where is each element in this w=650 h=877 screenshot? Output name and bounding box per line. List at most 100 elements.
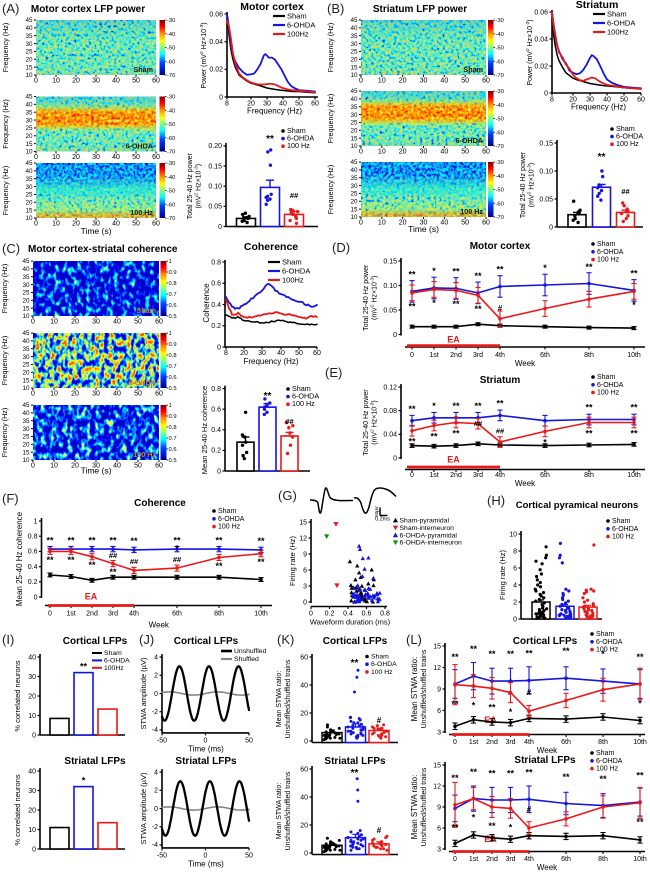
svg-text:20: 20 — [25, 56, 33, 63]
svg-text:6-OHDA: 6-OHDA — [596, 758, 623, 765]
svg-text:6-OHDA: 6-OHDA — [455, 136, 483, 145]
svg-text:60: 60 — [152, 221, 160, 228]
svg-text:**: ** — [109, 567, 117, 577]
svg-text:20: 20 — [399, 149, 407, 156]
svg-text:0: 0 — [410, 472, 414, 479]
svg-text:10: 10 — [52, 78, 60, 85]
svg-text:1st: 1st — [469, 856, 478, 863]
svg-text:Frequency (Hz): Frequency (Hz) — [247, 107, 302, 116]
svg-text:6-OHDA: 6-OHDA — [287, 21, 315, 30]
svg-text:-40: -40 — [167, 32, 175, 38]
svg-text:9: 9 — [437, 804, 441, 811]
svg-text:**: ** — [88, 535, 96, 545]
svg-text:##: ## — [173, 555, 182, 564]
svg-text:(H): (H) — [487, 493, 505, 508]
svg-text:45: 45 — [25, 160, 33, 167]
svg-text:20: 20 — [399, 78, 407, 85]
svg-text:40: 40 — [440, 220, 448, 227]
svg-text:**: ** — [67, 535, 75, 545]
svg-text:Sham-pyramidal: Sham-pyramidal — [400, 518, 450, 525]
svg-text:4th: 4th — [129, 611, 139, 618]
svg-text:0.08: 0.08 — [383, 408, 397, 415]
svg-text:40: 40 — [25, 168, 33, 175]
svg-text:0: 0 — [303, 599, 307, 606]
svg-text:0: 0 — [154, 691, 158, 698]
svg-text:4th: 4th — [524, 856, 534, 863]
svg-text:8th: 8th — [584, 472, 594, 479]
svg-text:0: 0 — [544, 90, 548, 97]
svg-text:10: 10 — [50, 391, 58, 398]
svg-text:Total 25-40 Hz power: Total 25-40 Hz power — [520, 151, 527, 218]
svg-text:30: 30 — [92, 319, 100, 326]
svg-text:-2: -2 — [152, 709, 158, 716]
svg-text:(D): (D) — [332, 240, 350, 255]
svg-text:0.2: 0.2 — [28, 579, 38, 586]
svg-text:50: 50 — [134, 463, 142, 470]
svg-text:Week: Week — [515, 359, 536, 368]
svg-text:**: ** — [562, 772, 570, 782]
svg-text:25: 25 — [350, 191, 358, 198]
svg-text:-50: -50 — [167, 122, 175, 128]
svg-text:Time (ms): Time (ms) — [188, 744, 224, 753]
svg-text:0: 0 — [217, 468, 221, 475]
svg-text:10: 10 — [509, 531, 517, 538]
svg-text:Frequency (Hz): Frequency (Hz) — [0, 336, 9, 386]
svg-text:1: 1 — [34, 518, 38, 525]
svg-text:Unshuffled/shuffled trains: Unshuffled/shuffled trains — [421, 649, 428, 728]
svg-text:8: 8 — [224, 350, 228, 357]
svg-text:-50: -50 — [157, 737, 167, 744]
svg-text:Cortical LFPs: Cortical LFPs — [174, 636, 239, 647]
svg-text:20: 20 — [71, 463, 79, 470]
svg-text:100 Hz: 100 Hz — [596, 766, 619, 773]
svg-text:(A): (A) — [2, 1, 19, 16]
svg-text:0.4: 0.4 — [211, 302, 221, 309]
svg-text:0: 0 — [453, 856, 457, 863]
svg-text:100 Hz: 100 Hz — [130, 208, 153, 217]
svg-text:0: 0 — [359, 149, 363, 156]
svg-text:Week: Week — [537, 863, 558, 872]
svg-text:Firing rate (Hz): Firing rate (Hz) — [288, 535, 297, 586]
svg-text:50: 50 — [134, 319, 142, 326]
svg-text:60: 60 — [311, 101, 319, 108]
svg-text:10: 10 — [378, 220, 386, 227]
svg-text:**: ** — [46, 555, 54, 565]
svg-text:45: 45 — [350, 88, 358, 95]
svg-text:0: 0 — [32, 732, 36, 739]
svg-text:30: 30 — [420, 78, 428, 85]
svg-text:60: 60 — [152, 78, 160, 85]
svg-text:10: 10 — [350, 72, 358, 79]
svg-text:35: 35 — [25, 109, 33, 116]
svg-text:*: * — [432, 401, 436, 411]
svg-text:-70: -70 — [496, 215, 504, 221]
svg-text:25: 25 — [25, 125, 33, 132]
svg-text:0.6: 0.6 — [169, 375, 177, 381]
svg-text:20: 20 — [247, 101, 255, 108]
svg-text:**: ** — [488, 821, 496, 831]
svg-text:50: 50 — [620, 97, 628, 104]
svg-text:0: 0 — [34, 154, 38, 161]
svg-text:Striatal LFPs: Striatal LFPs — [64, 756, 126, 767]
svg-text:Frequency (Hz): Frequency (Hz) — [326, 94, 335, 144]
svg-text:Cortical LFPs: Cortical LFPs — [513, 636, 578, 647]
svg-text:30: 30 — [263, 101, 271, 108]
svg-text:**: ** — [496, 265, 504, 275]
svg-text:6th: 6th — [540, 352, 550, 359]
svg-text:6: 6 — [437, 825, 441, 832]
svg-text:50: 50 — [295, 350, 303, 357]
svg-text:**: ** — [598, 152, 606, 163]
svg-text:-40: -40 — [496, 103, 504, 109]
svg-text:1st: 1st — [429, 352, 438, 359]
svg-text:60: 60 — [482, 149, 490, 156]
svg-text:15: 15 — [25, 141, 33, 148]
svg-text:20: 20 — [72, 78, 80, 85]
svg-text:Motor cortex-striatal coherenc: Motor cortex-striatal coherence — [28, 244, 178, 255]
svg-text:3: 3 — [437, 729, 441, 736]
svg-text:0.6: 0.6 — [169, 447, 177, 453]
svg-text:**: ** — [488, 649, 496, 659]
svg-text:10: 10 — [28, 713, 36, 720]
svg-text:45: 45 — [22, 258, 30, 265]
svg-text:35: 35 — [22, 418, 30, 425]
svg-text:0.4: 0.4 — [28, 564, 38, 571]
svg-text:60: 60 — [155, 319, 163, 326]
svg-text:Sham: Sham — [218, 508, 236, 515]
